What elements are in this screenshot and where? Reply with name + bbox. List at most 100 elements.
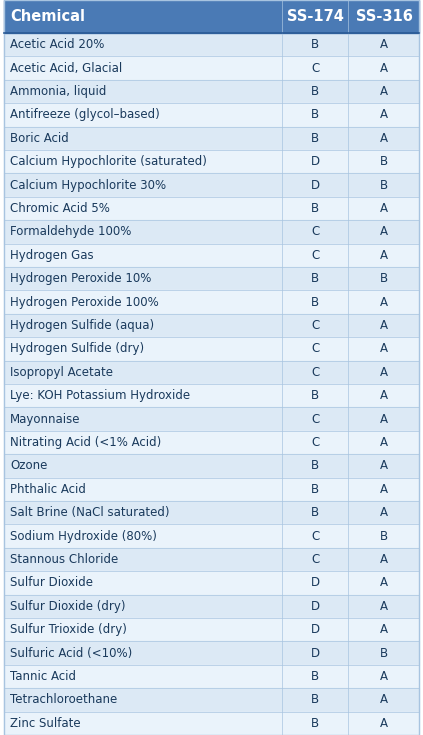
Bar [4, 431, 419, 454]
Text: Acetic Acid 20%: Acetic Acid 20% [10, 38, 104, 51]
Text: D: D [310, 179, 319, 192]
Text: Tetrachloroethane: Tetrachloroethane [10, 693, 117, 706]
Text: Stannous Chloride: Stannous Chloride [10, 553, 118, 566]
Text: Hydrogen Sulfide (dry): Hydrogen Sulfide (dry) [10, 343, 144, 356]
Text: A: A [380, 390, 388, 402]
Text: A: A [380, 343, 388, 356]
Bar [4, 267, 419, 290]
Text: B: B [311, 132, 319, 145]
Text: A: A [380, 295, 388, 309]
Text: C: C [311, 249, 319, 262]
Bar [4, 688, 419, 711]
Text: A: A [380, 319, 388, 332]
Bar [4, 290, 419, 314]
Text: B: B [380, 272, 388, 285]
Text: A: A [380, 506, 388, 519]
Text: A: A [380, 670, 388, 683]
Text: A: A [380, 553, 388, 566]
Bar [4, 126, 419, 150]
Text: A: A [380, 108, 388, 121]
Bar [4, 571, 419, 595]
Text: Chemical: Chemical [10, 9, 85, 24]
Text: Sulfur Trioxide (dry): Sulfur Trioxide (dry) [10, 623, 127, 637]
Text: Sodium Hydroxide (80%): Sodium Hydroxide (80%) [10, 530, 157, 542]
Text: D: D [310, 647, 319, 659]
Text: D: D [310, 576, 319, 589]
Text: Antifreeze (glycol–based): Antifreeze (glycol–based) [10, 108, 160, 121]
Text: C: C [311, 530, 319, 542]
Bar [4, 361, 419, 384]
Text: C: C [311, 226, 319, 238]
Text: D: D [310, 623, 319, 637]
Text: B: B [311, 693, 319, 706]
Text: B: B [311, 108, 319, 121]
Text: C: C [311, 343, 319, 356]
Text: A: A [380, 202, 388, 215]
Text: B: B [380, 530, 388, 542]
Text: B: B [380, 155, 388, 168]
Text: B: B [380, 647, 388, 659]
Bar [4, 173, 419, 197]
Text: Lye: KOH Potassium Hydroxide: Lye: KOH Potassium Hydroxide [10, 390, 190, 402]
Text: B: B [311, 717, 319, 730]
Text: A: A [380, 623, 388, 637]
Text: B: B [380, 179, 388, 192]
Bar [4, 454, 419, 478]
Bar [4, 80, 419, 103]
Bar [4, 57, 419, 80]
Bar [4, 197, 419, 220]
Text: B: B [311, 295, 319, 309]
Bar [4, 524, 419, 548]
Bar [4, 642, 419, 664]
Text: A: A [380, 693, 388, 706]
Text: B: B [311, 202, 319, 215]
Text: Nitrating Acid (<1% Acid): Nitrating Acid (<1% Acid) [10, 436, 161, 449]
Bar [4, 243, 419, 267]
Text: B: B [311, 38, 319, 51]
Bar [4, 103, 419, 126]
Text: Tannic Acid: Tannic Acid [10, 670, 76, 683]
Text: A: A [380, 226, 388, 238]
Text: Chromic Acid 5%: Chromic Acid 5% [10, 202, 110, 215]
Text: Ammonia, liquid: Ammonia, liquid [10, 85, 106, 98]
Text: A: A [380, 85, 388, 98]
Text: A: A [380, 459, 388, 473]
Text: B: B [311, 506, 319, 519]
Text: C: C [311, 553, 319, 566]
Text: C: C [311, 62, 319, 74]
Text: Sulfur Dioxide: Sulfur Dioxide [10, 576, 93, 589]
Text: Boric Acid: Boric Acid [10, 132, 69, 145]
Text: A: A [380, 483, 388, 496]
Text: A: A [380, 717, 388, 730]
Text: A: A [380, 62, 388, 74]
Text: Phthalic Acid: Phthalic Acid [10, 483, 86, 496]
Text: A: A [380, 412, 388, 426]
Text: Hydrogen Peroxide 100%: Hydrogen Peroxide 100% [10, 295, 159, 309]
Text: SS-174: SS-174 [286, 9, 343, 24]
Bar [4, 478, 419, 501]
Bar [4, 337, 419, 361]
Text: Mayonnaise: Mayonnaise [10, 412, 80, 426]
Bar [4, 384, 419, 407]
Bar [4, 548, 419, 571]
Text: Calcium Hypochlorite 30%: Calcium Hypochlorite 30% [10, 179, 166, 192]
Bar [4, 33, 419, 57]
Bar [4, 664, 419, 688]
Text: Formaldehyde 100%: Formaldehyde 100% [10, 226, 132, 238]
Bar [4, 711, 419, 735]
Text: D: D [310, 600, 319, 613]
Bar [4, 618, 419, 642]
Text: A: A [380, 436, 388, 449]
Text: Hydrogen Gas: Hydrogen Gas [10, 249, 93, 262]
Bar [4, 220, 419, 243]
Text: Calcium Hypochlorite (saturated): Calcium Hypochlorite (saturated) [10, 155, 207, 168]
Text: B: B [311, 85, 319, 98]
Text: B: B [311, 670, 319, 683]
Text: A: A [380, 132, 388, 145]
Text: C: C [311, 319, 319, 332]
Text: C: C [311, 366, 319, 379]
Bar [4, 407, 419, 431]
Bar [4, 595, 419, 618]
Text: A: A [380, 576, 388, 589]
Text: A: A [380, 249, 388, 262]
